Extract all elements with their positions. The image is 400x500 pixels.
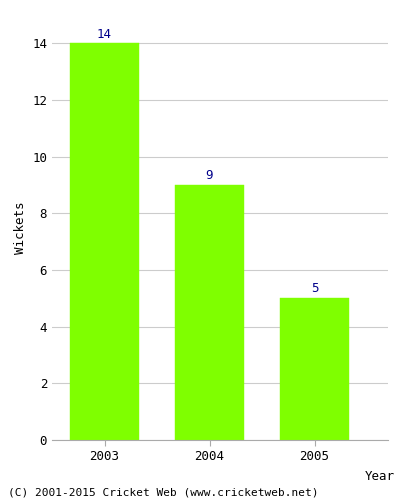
Y-axis label: Wickets: Wickets bbox=[14, 201, 26, 254]
Bar bbox=[175, 185, 244, 440]
Text: 9: 9 bbox=[206, 169, 213, 182]
Text: 5: 5 bbox=[311, 282, 318, 296]
Bar bbox=[70, 44, 139, 440]
Text: 14: 14 bbox=[97, 28, 112, 40]
Text: Year: Year bbox=[365, 470, 395, 483]
Bar bbox=[280, 298, 349, 440]
Text: (C) 2001-2015 Cricket Web (www.cricketweb.net): (C) 2001-2015 Cricket Web (www.cricketwe… bbox=[8, 488, 318, 498]
